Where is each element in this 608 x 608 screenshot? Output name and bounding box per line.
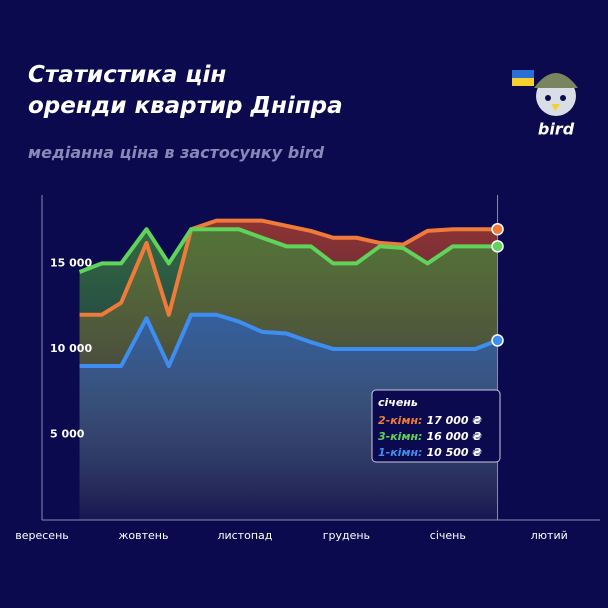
logo-text: bird <box>538 120 575 139</box>
flag <box>512 78 534 86</box>
x-tick-label: жовтень <box>118 529 168 542</box>
end-dot <box>491 240 504 253</box>
beak <box>551 104 560 111</box>
legend-name: 1-кімн: <box>378 446 422 459</box>
legend-box <box>371 389 501 463</box>
end-dot <box>491 334 504 347</box>
x-tick-label: листопад <box>217 529 272 542</box>
y-tick-label: 15 000 <box>50 256 92 269</box>
legend-entry: 1-кімн: 10 500 ₴ <box>378 446 482 459</box>
legend-name: 3-кімн: <box>378 430 422 443</box>
line <box>78 227 498 274</box>
legend-value: 17 000 ₴ <box>426 414 482 427</box>
line <box>79 312 499 369</box>
eye <box>545 95 551 101</box>
eye <box>560 95 566 101</box>
x-tick-label: січень <box>430 529 466 542</box>
chart-title: Статистика цін оренди квартир Дніпра <box>28 62 343 119</box>
legend-value: 16 000 ₴ <box>426 430 482 443</box>
y-tick-label: 10 000 <box>50 342 92 355</box>
legend-name: 2-кімн: <box>378 414 422 427</box>
x-tick-label: вересень <box>15 529 69 542</box>
flag <box>512 70 534 78</box>
legend-entry: 2-кімн: 17 000 ₴ <box>378 414 482 427</box>
legend-entry: 3-кімн: 16 000 ₴ <box>378 430 482 443</box>
x-tick-label: лютий <box>531 529 568 542</box>
end-dot <box>491 222 504 236</box>
legend-title: січень <box>378 396 418 409</box>
area <box>79 314 498 520</box>
line <box>79 218 498 317</box>
chart-subtitle: медіанна ціна в застосунку bird <box>28 143 325 162</box>
x-tick-label: грудень <box>323 529 370 542</box>
y-tick-label: 5 000 <box>50 427 85 440</box>
legend-value: 10 500 ₴ <box>426 446 482 459</box>
logo: bird <box>512 70 578 139</box>
helmet <box>534 73 578 88</box>
